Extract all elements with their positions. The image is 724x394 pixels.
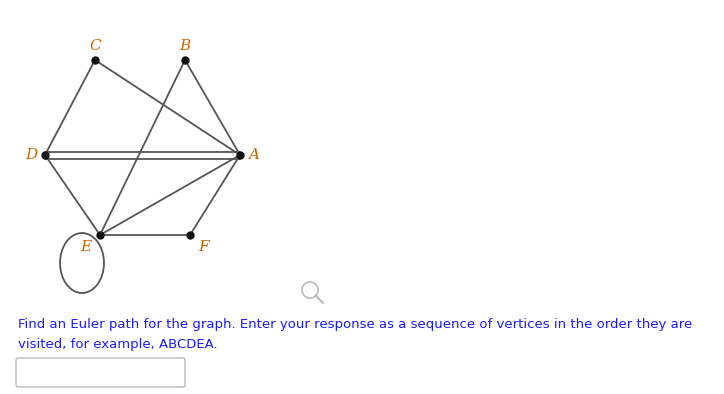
Text: E: E — [80, 240, 91, 254]
Text: A: A — [248, 148, 259, 162]
FancyBboxPatch shape — [16, 358, 185, 387]
Text: C: C — [89, 39, 101, 53]
Text: B: B — [180, 39, 190, 53]
Text: F: F — [198, 240, 209, 254]
Text: visited, for example, ABCDEA.: visited, for example, ABCDEA. — [18, 338, 218, 351]
Text: Find an Euler path for the graph. Enter your response as a sequence of vertices : Find an Euler path for the graph. Enter … — [18, 318, 692, 331]
Text: D: D — [25, 148, 37, 162]
